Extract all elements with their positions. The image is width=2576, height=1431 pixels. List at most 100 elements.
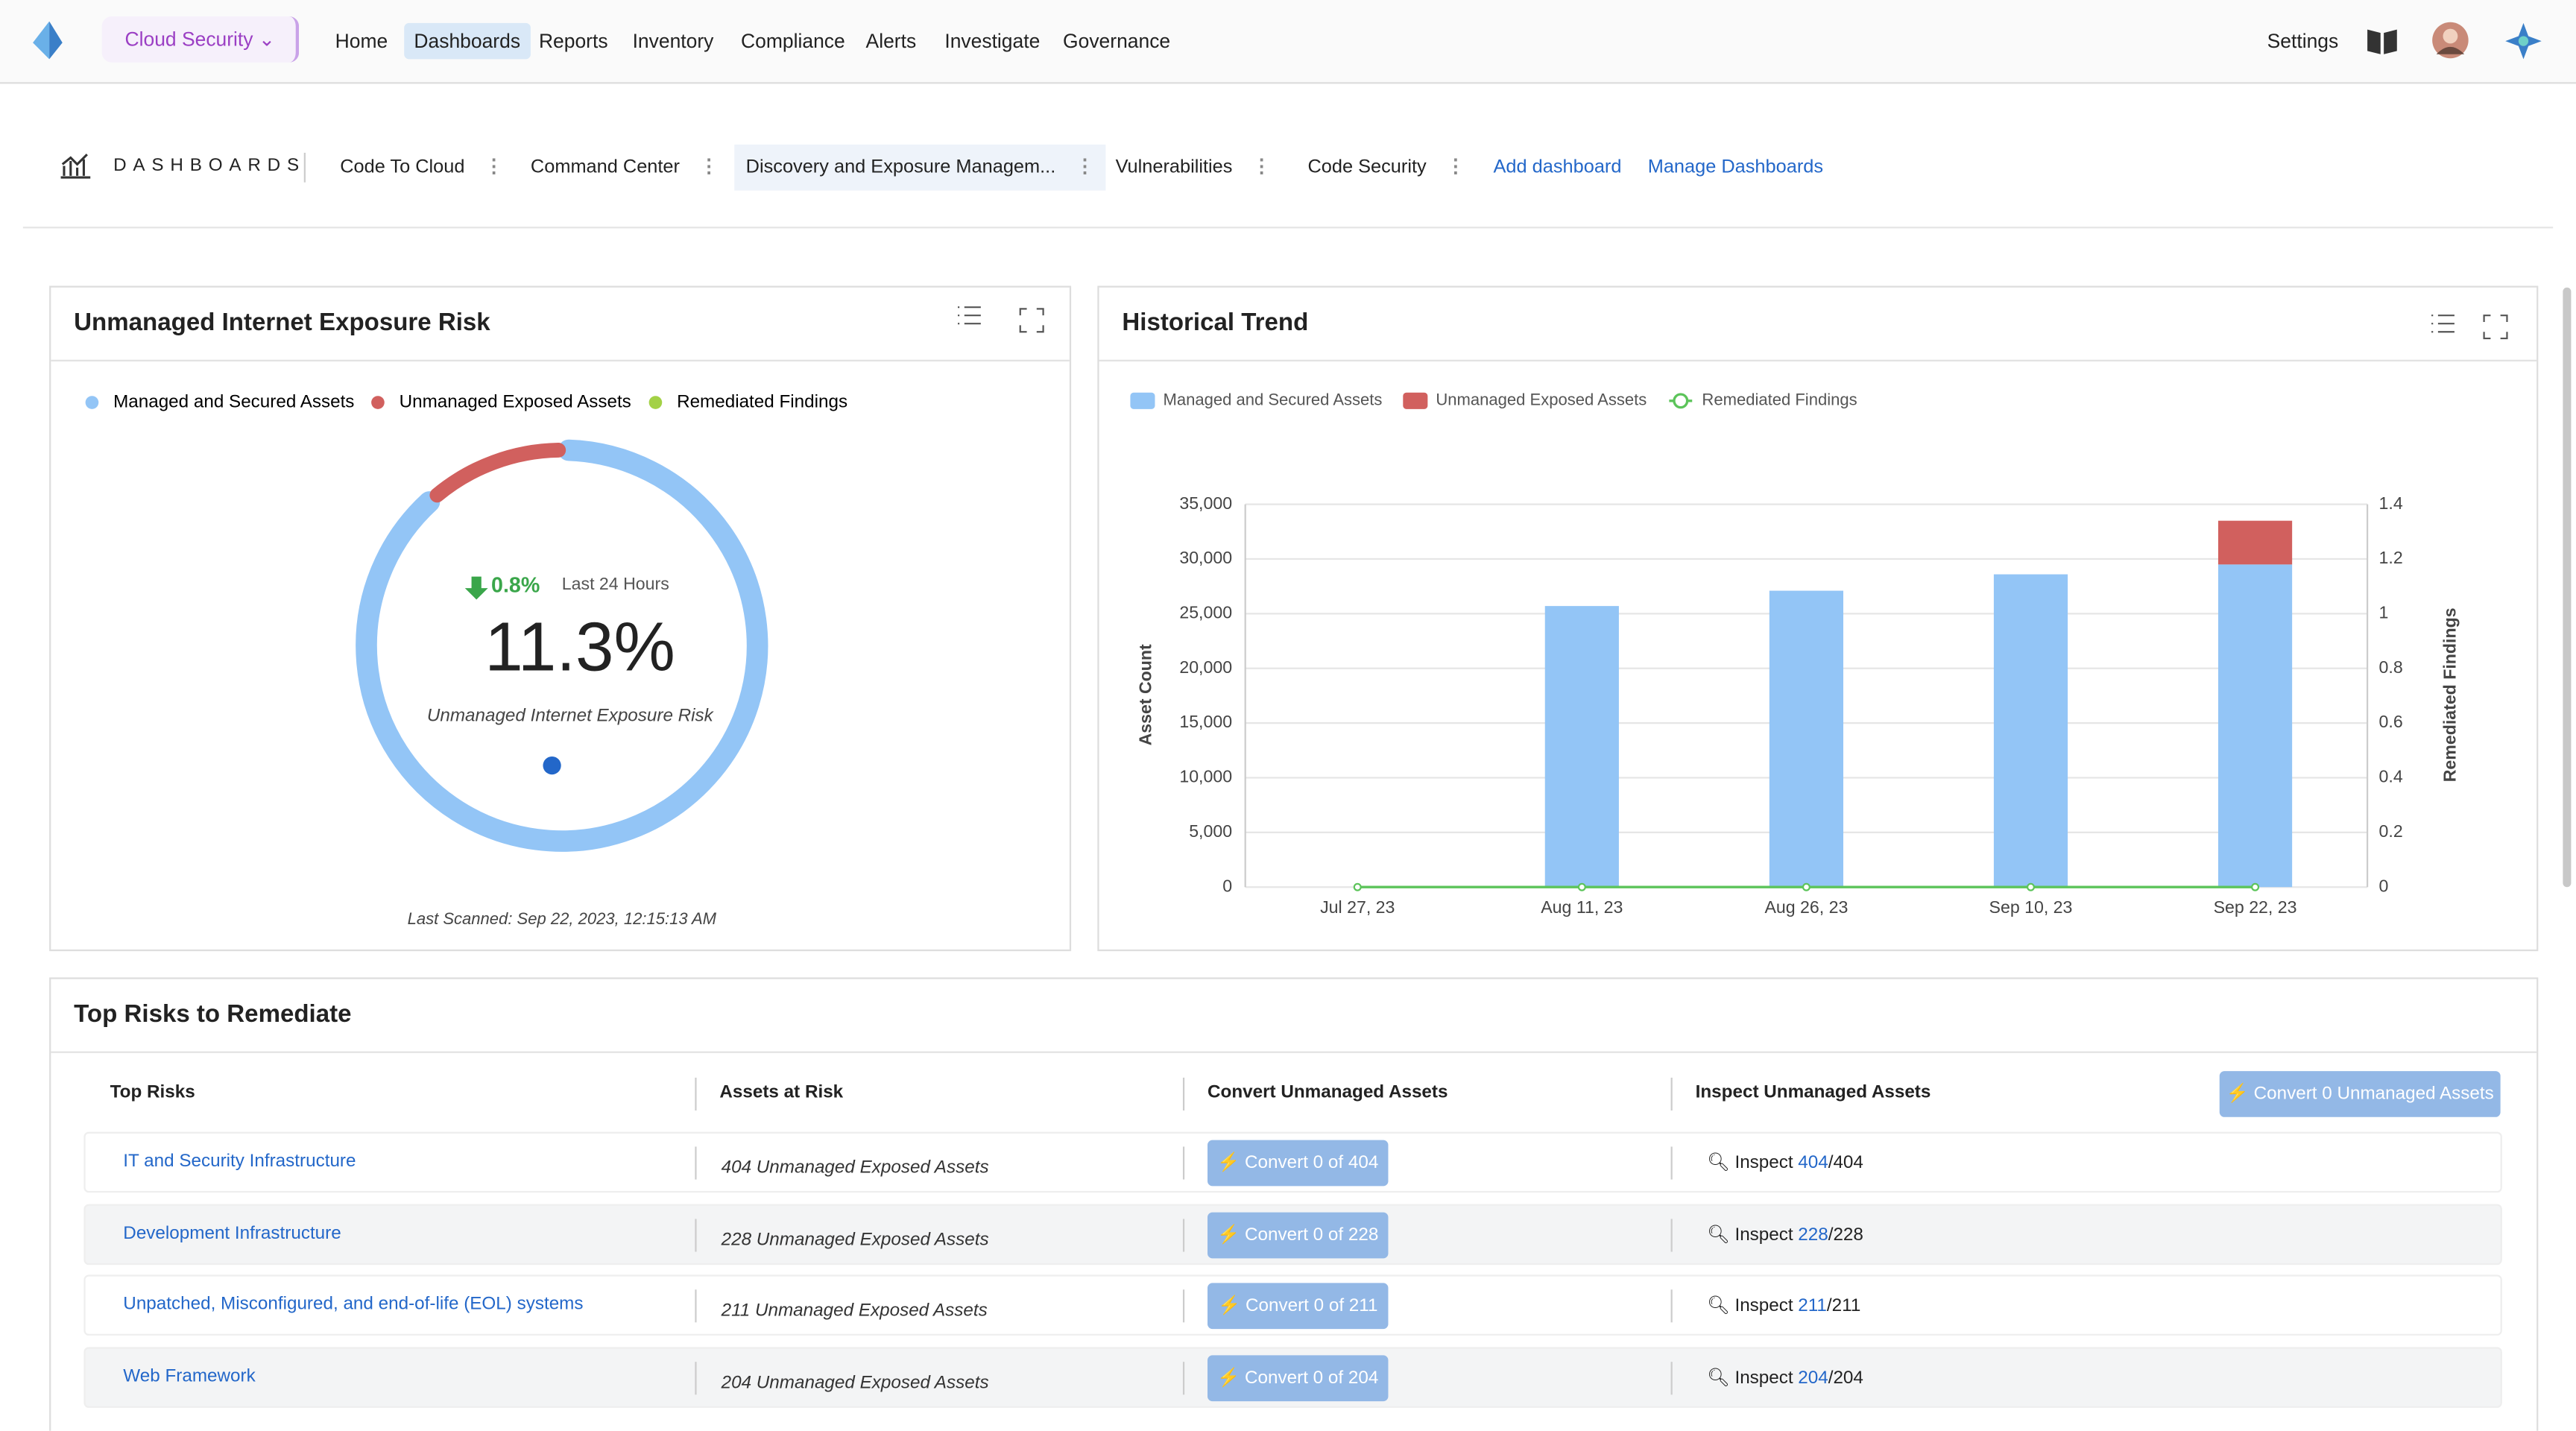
dashboard-tab[interactable]: Vulnerabilities ⋮: [1104, 145, 1283, 191]
nav-item[interactable]: Alerts: [856, 23, 926, 59]
y-tick-label: 25,000: [1179, 602, 1232, 622]
product-switcher[interactable]: Cloud Security ⌄: [102, 16, 299, 63]
legend-label[interactable]: Managed and Secured Assets: [1164, 391, 1383, 409]
nav-item[interactable]: Home: [325, 23, 397, 59]
dashboard-tab[interactable]: Code To Cloud⋮: [329, 145, 515, 191]
inspect-label: Inspect: [1734, 1153, 1793, 1172]
inspect-count[interactable]: 228: [1798, 1225, 1828, 1245]
list-icon[interactable]: [958, 307, 981, 323]
trend-panel: Historical Trend Managed and Secured Ass…: [1097, 286, 2538, 952]
y2-tick-label: 0.2: [2379, 821, 2403, 841]
risk-name[interactable]: Unpatched, Misconfigured, and end-of-lif…: [123, 1295, 583, 1314]
kebab-menu[interactable]: ⋮: [1076, 158, 1094, 177]
legend-swatch: [86, 396, 99, 409]
column-header: Convert Unmanaged Assets: [1208, 1083, 1448, 1102]
settings[interactable]: Settings: [2257, 23, 2348, 59]
y-tick-label: 15,000: [1179, 712, 1232, 731]
button-label: Convert 0 Unmanaged Assets: [2254, 1084, 2494, 1104]
kebab-menu[interactable]: ⋮: [699, 158, 718, 177]
kebab-menu[interactable]: ⋮: [1252, 158, 1271, 177]
tab-label: Vulnerabilities: [1116, 158, 1233, 177]
button-label: Convert 0 of 204: [1245, 1368, 1378, 1388]
risk-row: Development Infrastructure 228 Unmanaged …: [83, 1204, 2501, 1266]
nav-item[interactable]: Governance: [1053, 23, 1181, 59]
legend-label[interactable]: Unmanaged Exposed Assets: [400, 391, 631, 411]
tab-label: Discovery and Exposure Managem...: [746, 158, 1056, 177]
column-separator: [1183, 1219, 1184, 1251]
dashboard-tab[interactable]: Discovery and Exposure Managem... ⋮: [734, 145, 1105, 191]
assets-at-risk: 228 Unmanaged Exposed Assets: [722, 1231, 989, 1250]
logo[interactable]: [30, 19, 66, 62]
column-separator: [1183, 1362, 1184, 1394]
assets-at-risk: 404 Unmanaged Exposed Assets: [722, 1158, 989, 1178]
down-arrow: [465, 577, 488, 600]
search-icon: 🔍︎: [1707, 1368, 1730, 1388]
change-value: 0.8%: [491, 573, 540, 597]
nav-item[interactable]: Investigate: [935, 23, 1049, 59]
gauge-caption: Unmanaged Internet Exposure Risk: [427, 705, 715, 725]
legend-label[interactable]: Managed and Secured Assets: [113, 391, 354, 411]
gauge-value-label: 11.3%: [484, 607, 675, 685]
risk-name[interactable]: Web Framework: [123, 1367, 255, 1386]
column-separator: [1671, 1219, 1673, 1251]
tab-label: Command Center: [531, 158, 680, 177]
risk-row: Unpatched, Misconfigured, and end-of-lif…: [83, 1274, 2501, 1336]
scrollbar[interactable]: [2563, 288, 2571, 887]
dashboard-link[interactable]: Manage Dashboards: [1648, 145, 1823, 191]
legend-label[interactable]: Unmanaged Exposed Assets: [1436, 391, 1647, 409]
convert-button[interactable]: ⚡ Convert 0 of 404: [1208, 1140, 1388, 1187]
risk-name[interactable]: Development Infrastructure: [123, 1224, 341, 1243]
expand-icon[interactable]: [2484, 315, 2507, 338]
y2-tick-label: 0.6: [2379, 712, 2403, 731]
dashboard-tab[interactable]: Code Security⋮: [1296, 145, 1477, 191]
risk-row: IT and Security Infrastructure 404 Unmana…: [83, 1132, 2501, 1193]
inspect-label: Inspect: [1734, 1225, 1793, 1245]
divider: [304, 153, 306, 183]
legend-swatch: [371, 396, 385, 409]
kebab-menu[interactable]: ⋮: [1446, 158, 1465, 177]
bar: [2218, 564, 2292, 887]
column-separator: [1183, 1078, 1184, 1111]
convert-button[interactable]: ⚡ Convert 0 of 204: [1208, 1355, 1388, 1401]
assistant-icon[interactable]: [2504, 22, 2543, 61]
line-point: [1579, 884, 1585, 891]
nav-item[interactable]: Reports: [529, 23, 618, 59]
docs-icon[interactable]: [2366, 25, 2399, 57]
column-separator: [1671, 1078, 1673, 1111]
convert-button[interactable]: ⚡ Convert 0 of 228: [1208, 1213, 1388, 1259]
change-period: Last 24 Hours: [562, 574, 669, 593]
risk-name[interactable]: IT and Security Infrastructure: [123, 1152, 356, 1171]
dashboard-tab[interactable]: Command Center ⋮: [519, 145, 730, 191]
dashboard-link[interactable]: Add dashboard: [1494, 145, 1622, 191]
expand-icon[interactable]: [1020, 309, 1044, 332]
column-separator: [1671, 1146, 1673, 1179]
inspect-count[interactable]: 204: [1798, 1368, 1828, 1388]
y-tick-label: 0: [1222, 876, 1232, 895]
inspect: 🔍︎Inspect404/404: [1707, 1152, 1863, 1173]
inspect-count[interactable]: 211: [1798, 1296, 1827, 1315]
assets-at-risk: 204 Unmanaged Exposed Assets: [722, 1374, 989, 1393]
nav-item[interactable]: Compliance: [731, 23, 855, 59]
avatar[interactable]: [2431, 22, 2469, 60]
convert-button[interactable]: ⚡ Convert 0 of 211: [1208, 1283, 1388, 1329]
convert-all-button[interactable]: ⚡ Convert 0 Unmanaged Assets: [2220, 1071, 2501, 1117]
info-icon[interactable]: [543, 756, 561, 774]
inspect-count[interactable]: 404: [1798, 1153, 1828, 1172]
bar: [1545, 606, 1619, 887]
legend-label[interactable]: Remediated Findings: [677, 391, 847, 411]
risk-row: Web Framework 204 Unmanaged Exposed Asset…: [83, 1347, 2501, 1408]
nav-item[interactable]: Inventory: [622, 23, 723, 59]
list-icon[interactable]: [2431, 315, 2455, 332]
search-icon: 🔍︎: [1707, 1153, 1730, 1172]
legend-label[interactable]: Remediated Findings: [1702, 391, 1857, 409]
column-separator: [695, 1146, 696, 1179]
inspect-label: Inspect: [1734, 1296, 1793, 1315]
y-tick-label: 10,000: [1179, 767, 1232, 786]
bar: [2218, 521, 2292, 565]
divider: [23, 227, 2553, 228]
assets-at-risk: 211 Unmanaged Exposed Assets: [722, 1301, 988, 1321]
kebab-menu[interactable]: ⋮: [484, 158, 503, 177]
legend-swatch: [1403, 393, 1427, 409]
nav-item[interactable]: Dashboards: [404, 23, 530, 59]
